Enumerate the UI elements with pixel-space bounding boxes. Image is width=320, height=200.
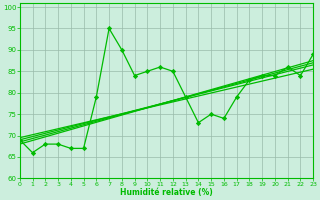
- X-axis label: Humidité relative (%): Humidité relative (%): [120, 188, 213, 197]
